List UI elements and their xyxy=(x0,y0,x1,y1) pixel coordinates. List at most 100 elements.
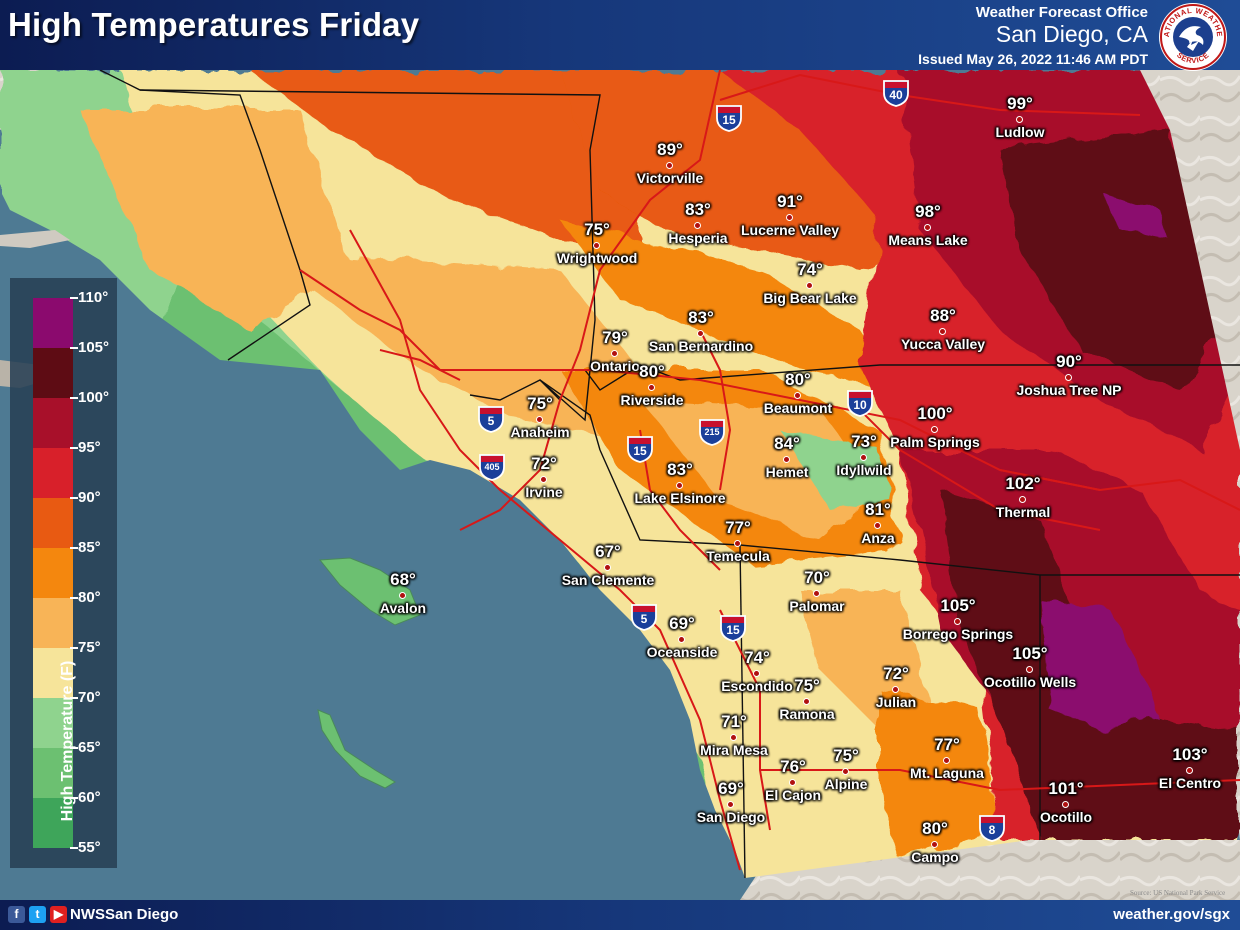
office-location: San Diego, CA xyxy=(995,21,1148,47)
station-marker xyxy=(803,698,810,705)
station-name: Big Bear Lake xyxy=(763,290,857,306)
legend-swatch xyxy=(33,798,73,848)
station-marker xyxy=(1016,116,1023,123)
shield-number: 8 xyxy=(988,823,996,837)
header-bar: High Temperatures Friday Weather Forecas… xyxy=(0,0,1240,71)
station-marker xyxy=(676,482,683,489)
station-name: El Cajon xyxy=(764,787,822,803)
station-name: Wrightwood xyxy=(556,250,638,266)
station-name: Mt. Laguna xyxy=(910,765,984,781)
legend-tick-label: 85° xyxy=(78,539,101,556)
station-name: Beaumont xyxy=(763,400,833,416)
legend-swatch xyxy=(33,348,73,398)
station-marker xyxy=(611,350,618,357)
legend-tick-mark xyxy=(70,297,78,299)
station-temp: 83° xyxy=(685,200,711,219)
station-marker xyxy=(931,426,938,433)
station-temp: 80° xyxy=(785,370,811,389)
legend-tick-label: 55° xyxy=(78,839,101,856)
station-name: Anaheim xyxy=(510,424,570,440)
station-name: Idyllwild xyxy=(836,462,892,478)
station-marker xyxy=(666,162,673,169)
station-name: Riverside xyxy=(620,392,684,408)
station-temp: 75° xyxy=(833,746,859,765)
station-marker xyxy=(874,522,881,529)
map-title: High Temperatures Friday xyxy=(8,6,420,43)
issued-timestamp: Issued May 26, 2022 11:46 AM PDT xyxy=(918,51,1148,67)
station-marker xyxy=(860,454,867,461)
shield-number: 215 xyxy=(704,427,720,437)
station-name: Victorville xyxy=(636,170,704,186)
legend-tick-mark xyxy=(70,397,78,399)
station-temp: 75° xyxy=(584,220,610,239)
station-name: Palomar xyxy=(789,598,845,614)
youtube-icon[interactable]: ▶ xyxy=(50,906,67,923)
station-name: Anza xyxy=(861,530,895,546)
legend-swatch xyxy=(33,498,73,548)
station-marker xyxy=(1026,666,1033,673)
interstate-shield-icon: 10 xyxy=(846,389,874,417)
station-temp: 89° xyxy=(657,140,683,159)
legend-tick-mark xyxy=(70,547,78,549)
station-name: Hesperia xyxy=(668,230,728,246)
station-marker xyxy=(943,757,950,764)
station-marker xyxy=(697,330,704,337)
station-marker xyxy=(727,801,734,808)
station-name: Ontario xyxy=(590,358,640,374)
station-name: Means Lake xyxy=(888,232,968,248)
station-marker xyxy=(593,242,600,249)
station-temp: 88° xyxy=(930,306,956,325)
station-marker xyxy=(842,768,849,775)
legend-tick-mark xyxy=(70,347,78,349)
facebook-icon[interactable]: f xyxy=(8,906,25,923)
station-temp: 105° xyxy=(1012,644,1048,663)
station-marker xyxy=(536,416,543,423)
station-name: San Diego xyxy=(696,809,766,825)
station-name: Hemet xyxy=(765,464,809,480)
station-marker xyxy=(939,328,946,335)
footer-bar: f t ▶ NWSSan Diego weather.gov/sgx xyxy=(0,900,1240,930)
station-temp: 91° xyxy=(777,192,803,211)
station-name: Borrego Springs xyxy=(902,626,1014,642)
station-marker xyxy=(924,224,931,231)
county-boundaries xyxy=(99,70,1240,879)
station-marker xyxy=(694,222,701,229)
interstate-shield-icon: 15 xyxy=(719,614,747,642)
shield-number: 15 xyxy=(726,623,740,637)
station-name: Lucerne Valley xyxy=(740,222,840,238)
station-name: San Clemente xyxy=(561,572,655,588)
station-marker xyxy=(892,686,899,693)
station-temp: 83° xyxy=(667,460,693,479)
station-name: Ocotillo Wells xyxy=(983,674,1077,690)
san-clemente-island xyxy=(317,709,396,789)
station-temp: 102° xyxy=(1005,474,1041,493)
legend-tick-label: 90° xyxy=(78,489,101,506)
legend-tick-mark xyxy=(70,647,78,649)
legend-tick-label: 60° xyxy=(78,789,101,806)
station-marker xyxy=(753,670,760,677)
social-handle[interactable]: NWSSan Diego xyxy=(70,906,179,923)
station-temp: 70° xyxy=(804,568,830,587)
station-marker xyxy=(604,564,611,571)
station-name: Yucca Valley xyxy=(900,336,986,352)
station-name: Thermal xyxy=(995,504,1051,520)
station-marker xyxy=(789,779,796,786)
interstate-shield-icon: 8 xyxy=(978,814,1006,842)
station-marker xyxy=(1019,496,1026,503)
legend-swatch xyxy=(33,398,73,448)
website-link[interactable]: weather.gov/sgx xyxy=(1113,906,1230,923)
shield-number: 5 xyxy=(487,414,495,428)
interstate-shield-icon: 40 xyxy=(882,79,910,107)
station-marker xyxy=(1062,801,1069,808)
highway-network xyxy=(299,70,1240,871)
station-temp: 75° xyxy=(794,676,820,695)
legend-tick-mark xyxy=(70,747,78,749)
temperature-map xyxy=(0,70,1240,900)
shield-number: 5 xyxy=(640,612,648,626)
station-name: San Bernardino xyxy=(648,338,754,354)
station-marker xyxy=(954,618,961,625)
twitter-icon[interactable]: t xyxy=(29,906,46,923)
legend-tick-label: 95° xyxy=(78,439,101,456)
station-temp: 99° xyxy=(1007,94,1033,113)
station-temp: 72° xyxy=(531,454,557,473)
